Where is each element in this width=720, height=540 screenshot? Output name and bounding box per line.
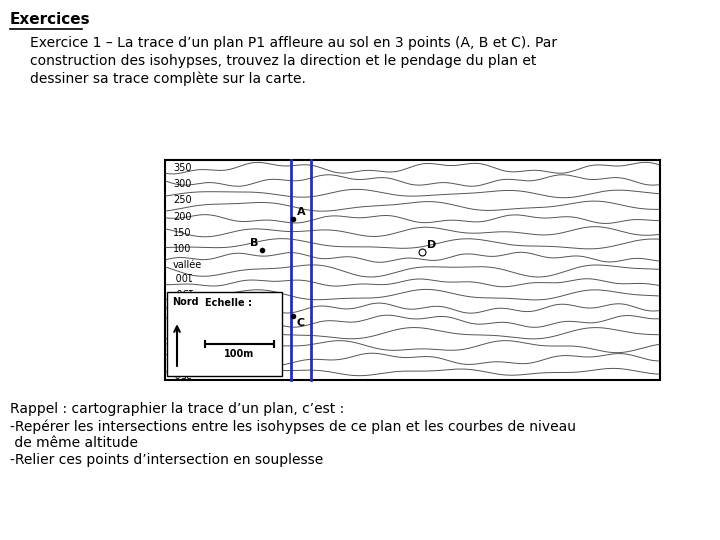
Text: B: B — [250, 238, 258, 248]
Text: Rappel : cartographier la trace d’un plan, c’est :: Rappel : cartographier la trace d’un pla… — [10, 402, 344, 416]
Text: construction des isohypses, trouvez la direction et le pendage du plan et: construction des isohypses, trouvez la d… — [30, 54, 536, 68]
Bar — [167, 292, 282, 376]
Text: Echelle :: Echelle : — [205, 298, 252, 308]
Text: C: C — [297, 318, 305, 328]
Text: Exercices: Exercices — [10, 12, 91, 27]
Text: dessiner sa trace complète sur la carte.: dessiner sa trace complète sur la carte. — [30, 72, 306, 86]
Text: 300: 300 — [173, 179, 192, 189]
Text: 100: 100 — [173, 270, 192, 280]
Text: 150: 150 — [173, 228, 192, 238]
Text: -Repérer les intersections entre les isohypses de ce plan et les courbes de nive: -Repérer les intersections entre les iso… — [10, 419, 576, 434]
Text: 100m: 100m — [225, 349, 255, 359]
Bar — [165, 160, 660, 380]
Text: Exercice 1 – La trace d’un plan P1 affleure au sol en 3 points (A, B et C). Par: Exercice 1 – La trace d’un plan P1 affle… — [30, 36, 557, 50]
Text: 350: 350 — [173, 367, 192, 377]
Text: 150: 150 — [173, 286, 192, 296]
Text: de même altitude: de même altitude — [10, 436, 138, 450]
Text: Nord: Nord — [172, 297, 199, 307]
Text: 200: 200 — [173, 302, 192, 312]
Text: vallée: vallée — [173, 260, 202, 270]
Text: 300: 300 — [173, 351, 192, 361]
Text: A: A — [297, 207, 305, 218]
Text: D: D — [428, 240, 436, 251]
Text: 250: 250 — [173, 195, 192, 205]
Text: 100: 100 — [173, 244, 192, 254]
Text: 200: 200 — [173, 212, 192, 221]
Text: 350: 350 — [173, 163, 192, 173]
Text: -Relier ces points d’intersection en souplesse: -Relier ces points d’intersection en sou… — [10, 453, 323, 467]
Text: 250: 250 — [173, 335, 192, 345]
